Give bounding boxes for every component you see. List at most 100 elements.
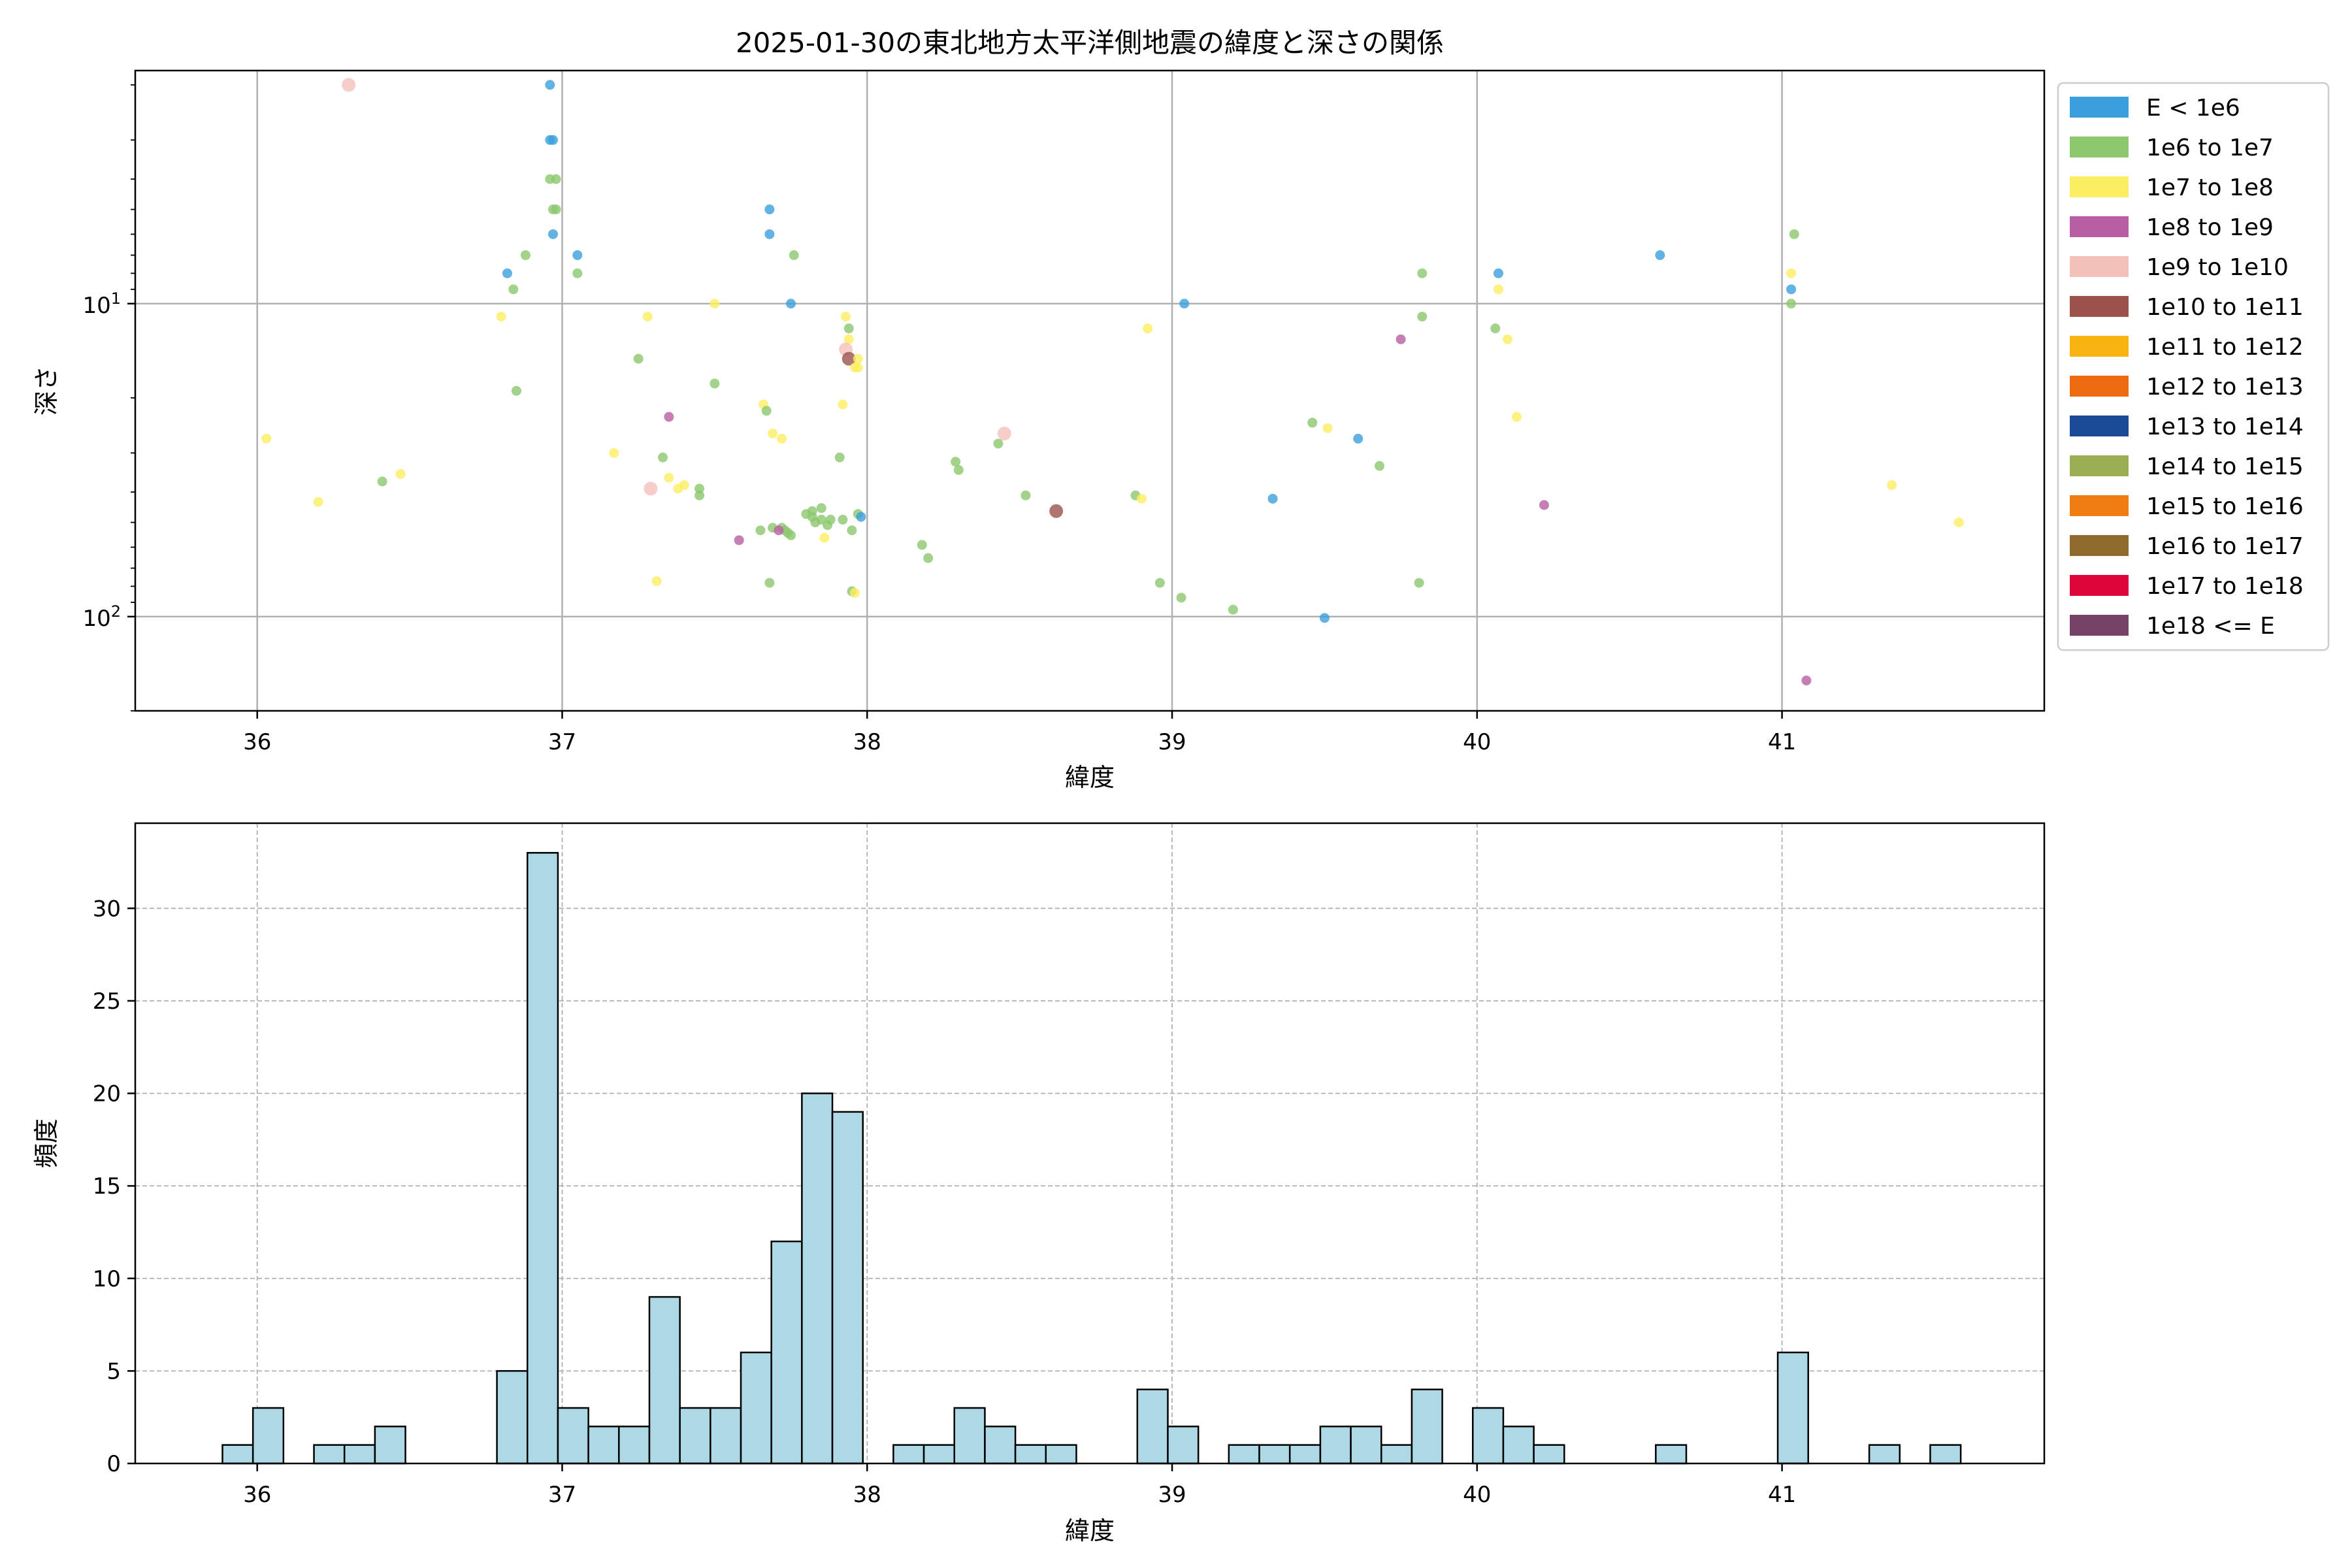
scatter-title: 2025-01-30の東北地方太平洋側地震の緯度と深さの関係 [736, 27, 1444, 59]
scatter-point [823, 520, 833, 531]
scatter-point [377, 476, 387, 487]
x-tick-label: 38 [853, 1482, 881, 1508]
histogram-bar [923, 1444, 956, 1465]
scatter-point [786, 530, 796, 540]
histogram-bar [1472, 1407, 1505, 1465]
legend-swatch [2070, 416, 2129, 436]
x-tick-label: 36 [243, 1482, 271, 1508]
scatter-point [1228, 604, 1238, 615]
legend-label: 1e8 to 1e9 [2146, 214, 2274, 241]
scatter-point [261, 433, 272, 444]
scatter-point [1786, 268, 1797, 278]
histogram-bar [984, 1426, 1017, 1465]
x-tick-label: 37 [548, 729, 576, 755]
y-tick-label: 102 [82, 602, 121, 632]
scatter-point [734, 535, 744, 546]
histogram-bar [648, 1296, 681, 1465]
x-tick-label: 37 [548, 1482, 576, 1508]
scatter-point [1319, 613, 1330, 623]
scatter-point [572, 268, 583, 278]
y-tick-label: 15 [93, 1173, 121, 1200]
histogram-bar [1136, 1388, 1169, 1465]
scatter-point [1493, 268, 1503, 278]
scatter-point [1176, 593, 1186, 603]
y-tick-label: 5 [106, 1358, 121, 1384]
scatter-point [658, 452, 668, 463]
scatter-point [511, 385, 521, 396]
scatter-point [1322, 423, 1333, 433]
scatter-point [551, 204, 561, 215]
scatter-point [1786, 284, 1797, 295]
scatter-point [953, 465, 964, 475]
scatter-point [856, 512, 866, 522]
y-tick-label: 20 [93, 1081, 121, 1107]
histogram-grid [135, 823, 2044, 1464]
y-tick-label: 10 [93, 1266, 121, 1292]
scatter-point [1154, 578, 1165, 588]
legend-swatch [2070, 575, 2129, 596]
histogram-bar [679, 1407, 711, 1465]
scatter-point [819, 532, 830, 543]
scatter-point [764, 204, 775, 215]
scatter-point [1267, 493, 1278, 504]
legend-label: 1e9 to 1e10 [2146, 254, 2289, 281]
scatter-point [502, 268, 512, 278]
histogram-bar [1350, 1426, 1382, 1465]
legend-label: 1e12 to 1e13 [2146, 374, 2304, 400]
histogram-bar [831, 1111, 864, 1465]
histogram-x-tick-labels: 36 37 38 39 40 41 [243, 1482, 1796, 1508]
legend-label: 1e15 to 1e16 [2146, 493, 2304, 520]
histogram-bar [587, 1426, 620, 1465]
histogram-bar [1655, 1444, 1688, 1465]
histogram-bar [770, 1240, 803, 1465]
histogram-bar [1502, 1426, 1535, 1465]
scatter-point [1789, 229, 1799, 239]
scatter-point [768, 429, 778, 439]
legend-label: 1e13 to 1e14 [2146, 414, 2304, 440]
scatter-point [664, 412, 674, 422]
histogram-ticks [127, 907, 1783, 1471]
scatter-point [313, 497, 323, 507]
histogram-bar [801, 1092, 834, 1465]
scatter-point [1049, 504, 1064, 518]
scatter-point [841, 351, 856, 366]
histogram-bar [1776, 1351, 1809, 1465]
histogram-bar [313, 1444, 346, 1465]
scatter-point [789, 250, 799, 261]
histogram-bar [496, 1370, 529, 1465]
legend-swatch [2070, 296, 2129, 317]
scatter-grid [135, 71, 2044, 711]
scatter-point [1502, 334, 1512, 344]
scatter-point [694, 483, 705, 494]
legend-label: E < 1e6 [2146, 95, 2240, 122]
x-tick-label: 38 [853, 729, 881, 755]
scatter-point [1021, 490, 1031, 500]
histogram-bar [1868, 1444, 1901, 1465]
y-tick-label: 0 [106, 1451, 121, 1477]
scatter-point [644, 482, 658, 496]
scatter-point [1417, 312, 1428, 322]
histogram-bar [1167, 1426, 1200, 1465]
histogram-bar [953, 1407, 986, 1465]
scatter-point [342, 78, 356, 92]
histogram-bars [221, 852, 1962, 1465]
scatter-point [917, 540, 927, 550]
legend-swatch [2070, 176, 2129, 197]
histogram-bar [1929, 1444, 1962, 1465]
legend-label: 1e18 <= E [2146, 613, 2275, 640]
scatter-point [853, 363, 863, 373]
histogram-bar [1258, 1444, 1291, 1465]
scatter-point [1511, 412, 1522, 422]
scatter-point [841, 312, 851, 322]
legend-swatch [2070, 336, 2129, 357]
scatter-point [923, 553, 934, 563]
histogram-bar [1380, 1444, 1413, 1465]
scatter-point [810, 517, 821, 528]
legend-label: 1e10 to 1e11 [2146, 294, 2304, 321]
legend-swatch [2070, 615, 2129, 636]
histogram-bar [1288, 1444, 1322, 1465]
scatter-points [261, 78, 1964, 686]
scatter-point [1887, 480, 1897, 490]
histogram-bar [618, 1426, 651, 1465]
scatter-point [774, 525, 784, 536]
